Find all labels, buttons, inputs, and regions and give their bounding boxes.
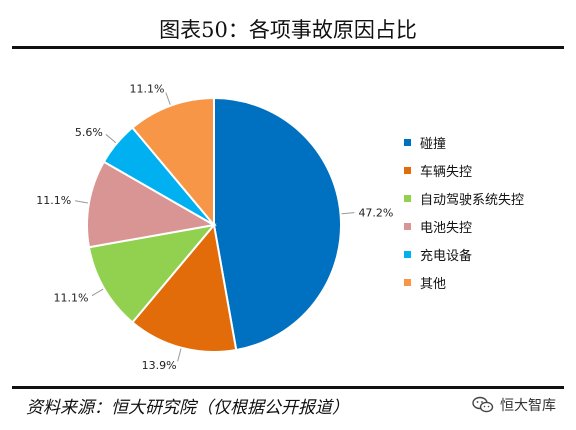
source-note: 资料来源：恒大研究院（仅根据公开报道） xyxy=(26,398,349,418)
pie-slices xyxy=(86,96,342,353)
legend-label: 充电设备 xyxy=(420,248,472,264)
pie-chart: 47.2% 13.9% 11.1% 11.1% 5.6% 11.1% 碰撞车辆失控自动驾驶… xyxy=(36,83,524,372)
data-label: 11.1% xyxy=(54,292,89,305)
legend-swatch xyxy=(404,195,411,202)
data-label: 5.6% xyxy=(75,126,103,139)
pie-slice xyxy=(131,96,215,228)
watermark-text: 恒大智库 xyxy=(500,398,556,414)
legend-swatch xyxy=(404,167,411,174)
legend-swatch xyxy=(404,139,411,146)
watermark: 恒大智库 xyxy=(472,394,556,416)
data-labels: 47.2% 13.9% 11.1% 11.1% 5.6% 11.1% xyxy=(36,83,393,372)
leader-lines xyxy=(75,92,355,362)
legend-label: 电池失控 xyxy=(420,221,472,236)
legend-label: 车辆失控 xyxy=(420,164,472,180)
legend-label: 碰撞 xyxy=(420,137,446,152)
leader-line xyxy=(177,348,182,362)
pie-slice xyxy=(213,96,342,352)
pie-slice xyxy=(131,222,238,353)
legend-swatch xyxy=(404,251,411,258)
legend-label: 其他 xyxy=(420,277,446,292)
wechat-icon xyxy=(472,396,494,413)
leader-line xyxy=(91,288,104,297)
top-rule xyxy=(12,46,564,49)
chart-title: 图表50：各项事故原因占比 xyxy=(159,18,417,42)
data-label: 11.1% xyxy=(36,194,71,207)
data-label: 47.2% xyxy=(358,206,393,219)
bottom-rule xyxy=(12,386,564,389)
data-label: 13.9% xyxy=(142,359,177,372)
data-label: 11.1% xyxy=(129,83,164,96)
leader-line xyxy=(165,92,171,105)
pie-slice xyxy=(87,223,217,324)
pie-slice xyxy=(86,160,217,249)
legend-swatch xyxy=(404,223,411,230)
legend-label: 自动驾驶系统失控 xyxy=(420,193,524,208)
leader-line xyxy=(341,212,355,215)
leader-line xyxy=(105,134,117,144)
leader-line xyxy=(75,200,88,204)
legend-swatch xyxy=(404,279,411,286)
